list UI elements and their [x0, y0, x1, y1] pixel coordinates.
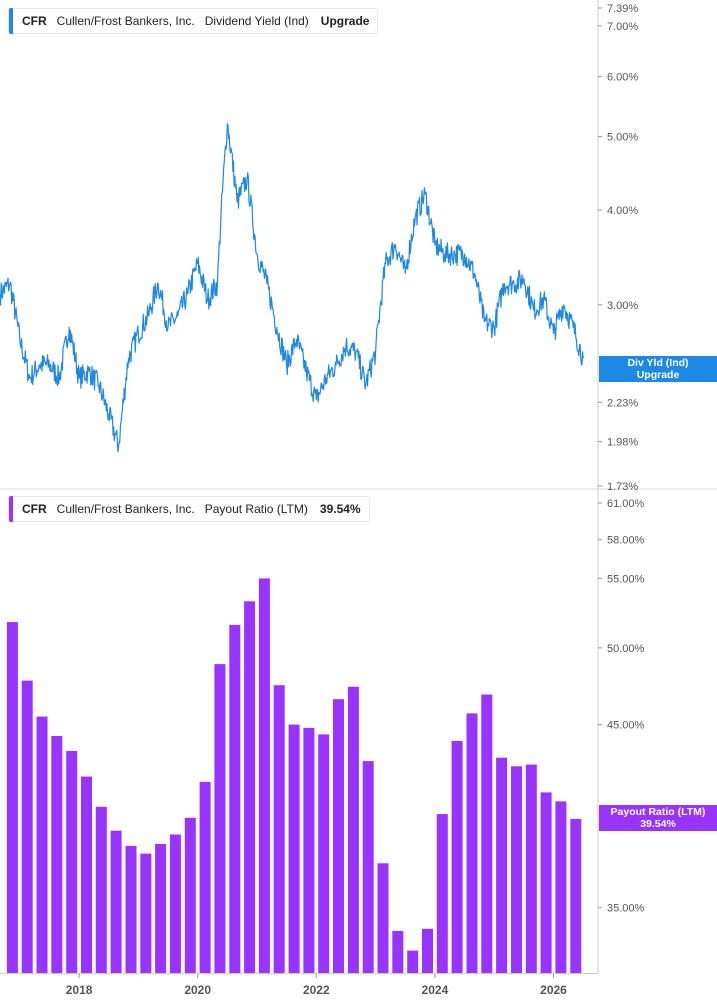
x-tick-label: 2020 [184, 983, 211, 997]
bottom-legend-company: Cullen/Frost Bankers, Inc. [56, 502, 195, 516]
top-y-tick-label: 4.00% [607, 205, 638, 217]
payout-ratio-bar [110, 830, 122, 973]
payout-ratio-bar [540, 792, 552, 973]
top-y-tick-label: 1.73% [607, 481, 638, 493]
payout-ratio-bar [451, 741, 463, 973]
payout-ratio-bar [377, 863, 389, 973]
payout-ratio-bar [525, 764, 537, 973]
bottom-legend-swatch [9, 496, 13, 522]
top-y-tick-label: 5.00% [607, 132, 638, 144]
top-legend-metric: Dividend Yield (Ind) [204, 14, 309, 28]
payout-ratio-bar [81, 776, 92, 973]
bottom-y-tick-label: 50.00% [607, 643, 645, 655]
top-legend-upgrade-link[interactable]: Upgrade [320, 14, 370, 28]
top-y-tick-label: 6.00% [607, 72, 638, 84]
payout-ratio-bar [199, 781, 211, 973]
payout-ratio-bar [21, 680, 33, 973]
top-y-tick-label: 3.00% [607, 300, 638, 312]
bottom-y-tick-label: 58.00% [607, 535, 645, 547]
div-yield-tag-value[interactable]: Upgrade [636, 369, 680, 381]
payout-ratio-bar [184, 817, 196, 973]
bottom-y-tick-label: 61.00% [607, 498, 645, 510]
x-tick-label: 2022 [303, 983, 330, 997]
payout-ratio-bar [36, 716, 48, 973]
payout-ratio-tag-value: 39.54% [640, 818, 676, 830]
payout-ratio-bar [155, 844, 167, 973]
payout-ratio-bar [407, 950, 419, 973]
bottom-y-tick-label: 45.00% [607, 720, 645, 732]
payout-ratio-bar [333, 699, 344, 973]
bottom-legend[interactable]: CFR Cullen/Frost Bankers, Inc. Payout Ra… [8, 496, 370, 522]
payout-ratio-bar [303, 727, 315, 973]
payout-ratio-bar [570, 818, 582, 973]
top-legend-company: Cullen/Frost Bankers, Inc. [56, 14, 195, 28]
payout-ratio-tag-label: Payout Ratio (LTM) [610, 806, 706, 818]
payout-ratio-bar [125, 845, 137, 973]
top-legend-swatch [9, 8, 13, 34]
payout-ratio-bar [392, 931, 404, 973]
x-tick-label: 2018 [66, 983, 93, 997]
payout-ratio-bar [318, 734, 330, 973]
payout-ratio-bar [95, 806, 107, 973]
payout-ratio-bar [496, 757, 508, 973]
bottom-legend-ticker: CFR [22, 502, 47, 516]
payout-ratio-bar [51, 736, 63, 973]
payout-ratio-bar [555, 801, 567, 973]
payout-ratio-bar [140, 853, 152, 973]
div-yield-price-tag[interactable]: Div Yld (Ind) Upgrade [599, 356, 717, 382]
payout-ratio-bar [229, 624, 241, 973]
bottom-legend-metric: Payout Ratio (LTM) [204, 502, 308, 516]
payout-ratio-bar [362, 761, 374, 973]
x-tick-label: 2024 [422, 983, 449, 997]
dividend-yield-line [0, 123, 584, 453]
payout-ratio-bar [436, 814, 448, 973]
x-tick-label: 2026 [540, 983, 567, 997]
div-yield-tag-label: Div Yld (Ind) [627, 357, 689, 369]
payout-ratio-price-tag: Payout Ratio (LTM) 39.54% [599, 805, 717, 831]
bottom-y-tick-label: 35.00% [607, 903, 645, 915]
top-legend[interactable]: CFR Cullen/Frost Bankers, Inc. Dividend … [8, 8, 379, 34]
payout-ratio-bar [66, 751, 78, 973]
payout-ratio-bar [244, 601, 256, 973]
top-y-tick-label: 7.00% [607, 21, 638, 33]
top-legend-ticker: CFR [22, 14, 47, 28]
payout-ratio-bar [466, 713, 478, 973]
payout-ratio-bar [481, 694, 493, 973]
payout-ratio-bar [273, 685, 285, 973]
payout-ratio-bar [422, 928, 433, 973]
payout-ratio-bar [288, 724, 300, 973]
payout-ratio-bar [214, 664, 226, 973]
top-y-tick-label: 2.23% [607, 397, 638, 409]
payout-ratio-bar [511, 766, 522, 973]
bottom-y-tick-label: 55.00% [607, 573, 645, 585]
top-y-tick-label: 1.98% [607, 437, 638, 449]
bottom-legend-value: 39.54% [319, 502, 361, 516]
payout-ratio-bar [6, 622, 18, 973]
top-y-tick-label: 7.39% [607, 3, 638, 15]
payout-ratio-bar [169, 834, 181, 973]
payout-ratio-bar [347, 686, 359, 973]
payout-ratio-bar [258, 578, 270, 973]
